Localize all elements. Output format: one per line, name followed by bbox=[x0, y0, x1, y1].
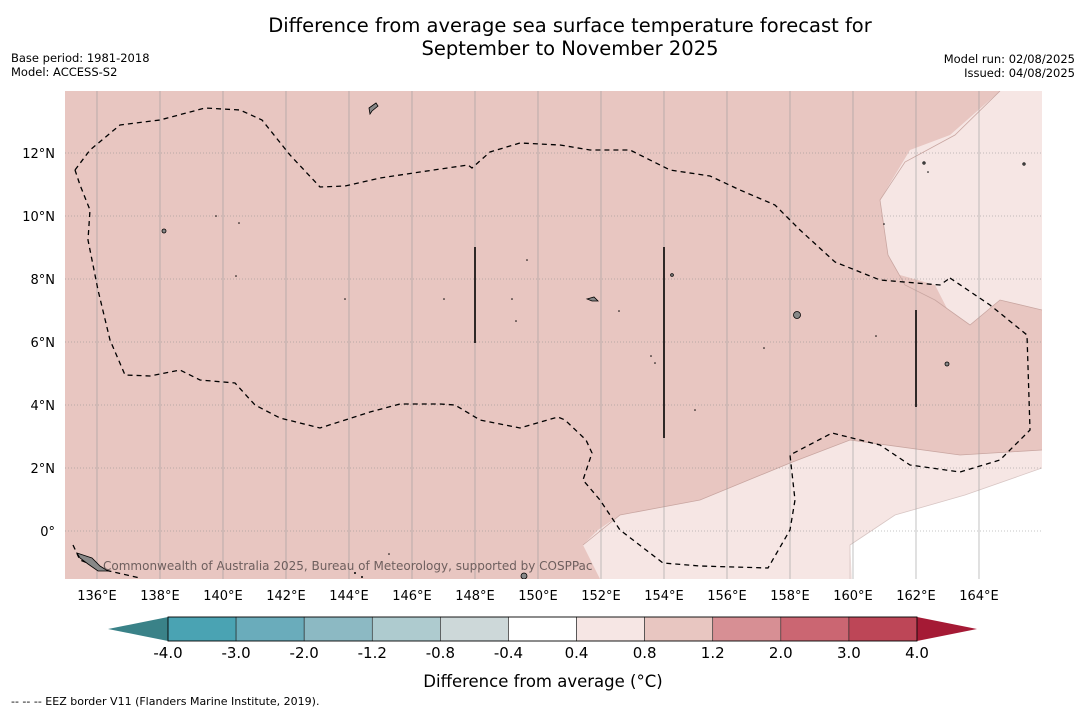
lon-tick-160: 160°E bbox=[833, 589, 873, 604]
lon-tick-156: 156°E bbox=[707, 589, 747, 604]
map-plot-area: Commonwealth of Australia 2025, Bureau o… bbox=[65, 91, 1042, 579]
colorbar-cell bbox=[235, 616, 305, 642]
colorbar-cell bbox=[848, 616, 918, 642]
meta-right: Model run: 02/08/2025 Issued: 04/08/2025 bbox=[944, 52, 1075, 80]
colorbar-tick-label: -3.0 bbox=[221, 644, 250, 662]
lon-tick-152: 152°E bbox=[581, 589, 621, 604]
eez-solid-segments bbox=[474, 247, 917, 438]
colorbar-tick-label: 4.0 bbox=[905, 644, 929, 662]
lat-tick-0: 0° bbox=[40, 525, 55, 540]
light-anomaly-fill bbox=[583, 91, 1042, 579]
colorbar-cell bbox=[780, 616, 850, 642]
contour-edge-north bbox=[879, 91, 1042, 326]
colorbar-tick-label: 1.2 bbox=[701, 644, 725, 662]
colorbar-cell bbox=[576, 616, 645, 642]
colorbar-tick-label: -0.8 bbox=[426, 644, 455, 662]
colorbar-cell bbox=[644, 616, 714, 642]
colorbar-cell bbox=[303, 616, 373, 642]
lon-tick-labels: 136°E 138°E 140°E 142°E 144°E 146°E 148°… bbox=[77, 589, 999, 604]
atolls bbox=[215, 171, 929, 578]
colorbar-extend-high bbox=[917, 617, 977, 641]
colorbar-cell bbox=[440, 616, 509, 642]
colorbar-title: Difference from average (°C) bbox=[423, 672, 662, 691]
lon-tick-154: 154°E bbox=[644, 589, 684, 604]
colorbar-cell bbox=[167, 616, 237, 642]
eez-footnote: -- -- -- EEZ border V11 (Flanders Marine… bbox=[11, 695, 320, 708]
neutral-fill bbox=[850, 450, 1042, 579]
meta-left: Base period: 1981-2018 Model: ACCESS-S2 bbox=[11, 51, 150, 79]
islands bbox=[76, 102, 1026, 579]
lat-tick-8n: 8°N bbox=[31, 273, 56, 288]
lon-tick-150: 150°E bbox=[518, 589, 558, 604]
colorbar-extend-low bbox=[108, 617, 168, 641]
colorbar: -4.0 -3.0 -2.0 -1.2 -0.8 -0.4 0.4 0.8 1.2 2.0 3.0 4… bbox=[108, 616, 977, 691]
colorbar-cell bbox=[712, 616, 782, 642]
lat-gridlines bbox=[65, 152, 1042, 532]
lon-tick-144: 144°E bbox=[329, 589, 369, 604]
colorbar-tick-label: 0.8 bbox=[633, 644, 657, 662]
colorbar-tick-label: -0.4 bbox=[494, 644, 523, 662]
warm-tongue bbox=[583, 275, 966, 520]
base-period-label: Base period: 1981-2018 bbox=[11, 51, 150, 65]
colorbar-tick-label: -1.2 bbox=[358, 644, 387, 662]
colorbar-tick-label: -4.0 bbox=[153, 644, 182, 662]
lon-tick-158: 158°E bbox=[770, 589, 810, 604]
lon-tick-136: 136°E bbox=[77, 589, 117, 604]
colorbar-labels: -4.0 -3.0 -2.0 -1.2 -0.8 -0.4 0.4 0.8 1.2 2.0 3.0 4… bbox=[153, 644, 929, 662]
map-credit: Commonwealth of Australia 2025, Bureau o… bbox=[103, 559, 593, 573]
map-title: Difference from average sea surface temp… bbox=[0, 14, 1085, 60]
lon-tick-148: 148°E bbox=[455, 589, 495, 604]
colorbar-tick-label: -2.0 bbox=[290, 644, 319, 662]
model-run-label: Model run: 02/08/2025 bbox=[943, 52, 1075, 66]
title-line-1: Difference from average sea surface temp… bbox=[268, 14, 872, 37]
eez-border-west bbox=[74, 107, 951, 286]
lat-tick-labels: 12°N 10°N 8°N 6°N 4°N 2°N 0° bbox=[22, 147, 55, 540]
colorbar-tick-label: 3.0 bbox=[837, 644, 861, 662]
colorbar-tick-label: 0.4 bbox=[565, 644, 589, 662]
colorbar-cell bbox=[508, 616, 577, 642]
lon-tick-164: 164°E bbox=[959, 589, 999, 604]
lat-tick-12n: 12°N bbox=[22, 147, 55, 162]
lat-tick-4n: 4°N bbox=[31, 399, 56, 414]
lat-tick-6n: 6°N bbox=[31, 336, 56, 351]
lat-tick-10n: 10°N bbox=[22, 210, 55, 225]
eez-border-east bbox=[74, 169, 1031, 569]
colorbar-cell bbox=[371, 616, 441, 642]
lon-tick-138: 138°E bbox=[140, 589, 180, 604]
colorbar-frame bbox=[167, 616, 918, 642]
contour-edge-neutral bbox=[849, 467, 1042, 579]
gridlines bbox=[96, 91, 980, 579]
lat-tick-2n: 2°N bbox=[31, 462, 56, 477]
colorbar-cells bbox=[167, 616, 918, 642]
lon-tick-162: 162°E bbox=[896, 589, 936, 604]
title-line-2: September to November 2025 bbox=[421, 37, 719, 60]
issued-label: Issued: 04/08/2025 bbox=[964, 66, 1075, 80]
lon-tick-146: 146°E bbox=[392, 589, 432, 604]
colorbar-tick-label: 2.0 bbox=[769, 644, 793, 662]
lon-tick-140: 140°E bbox=[203, 589, 243, 604]
lon-tick-142: 142°E bbox=[266, 589, 306, 604]
model-label: Model: ACCESS-S2 bbox=[11, 65, 118, 79]
